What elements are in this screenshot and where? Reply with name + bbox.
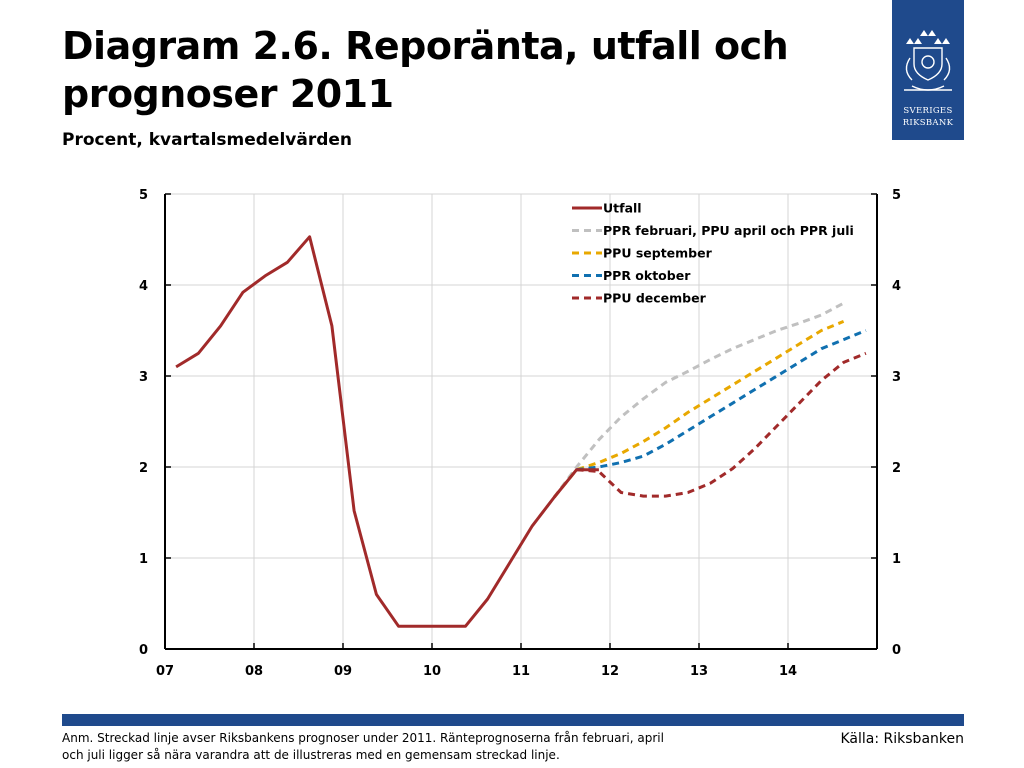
series-line-4 (576, 351, 867, 498)
legend-label-0: Utfall (603, 201, 642, 216)
y-tick-label-left: 1 (139, 552, 148, 567)
x-tick-label: 10 (423, 664, 441, 679)
y-tick-label-left: 5 (139, 188, 148, 203)
legend-label-3: PPR oktober (603, 268, 691, 283)
y-tick-label-left: 4 (139, 279, 148, 294)
y-tick-label-left: 0 (139, 643, 148, 658)
x-tick-label: 13 (690, 664, 708, 679)
series-line-0 (175, 235, 599, 628)
footnote: Anm. Streckad linje avser Riksbankens pr… (62, 731, 664, 762)
x-tick-label: 14 (779, 664, 797, 679)
legend-label-1: PPR februari, PPU april och PPR juli (603, 223, 854, 238)
logo-line1: SVERIGES (903, 106, 953, 116)
x-tick-label: 09 (334, 664, 352, 679)
chart-grid (165, 193, 877, 649)
crest-icon (904, 30, 952, 91)
chart-lines (175, 235, 867, 628)
legend-label-4: PPU december (603, 291, 707, 306)
y-tick-label-right: 0 (892, 643, 901, 658)
chart-legend: Utfall PPR februari, PPU april och PPR ju… (572, 201, 854, 306)
y-tick-label-left: 2 (139, 461, 148, 476)
source-label: Källa: Riksbanken (840, 731, 965, 747)
series-line-2 (553, 320, 845, 498)
y-tick-label-right: 2 (892, 461, 901, 476)
chart-ticks: 0 01 12 23 34 45 507 08 09 10 11 12 13 14 (139, 188, 901, 679)
legend-label-2: PPU september (603, 246, 713, 261)
x-tick-label: 11 (512, 664, 530, 679)
footer-bar (62, 714, 964, 726)
logo-line2: RIKSBANK (902, 118, 954, 128)
x-tick-label: 07 (156, 664, 174, 679)
y-tick-label-right: 3 (892, 370, 901, 385)
y-tick-label-right: 1 (892, 552, 901, 567)
x-tick-label: 08 (245, 664, 263, 679)
x-tick-label: 12 (601, 664, 619, 679)
y-tick-label-right: 4 (892, 279, 901, 294)
series-line-1 (530, 301, 845, 528)
series-line-3 (576, 329, 867, 472)
page-subtitle: Procent, kvartalsmedelvärden (62, 130, 353, 150)
y-tick-label-left: 3 (139, 370, 148, 385)
riksbank-logo: SVERIGES RIKSBANK (892, 0, 964, 140)
y-tick-label-right: 5 (892, 188, 901, 203)
page-title: Diagram 2.6. Reporänta, utfall och progn… (62, 24, 789, 116)
